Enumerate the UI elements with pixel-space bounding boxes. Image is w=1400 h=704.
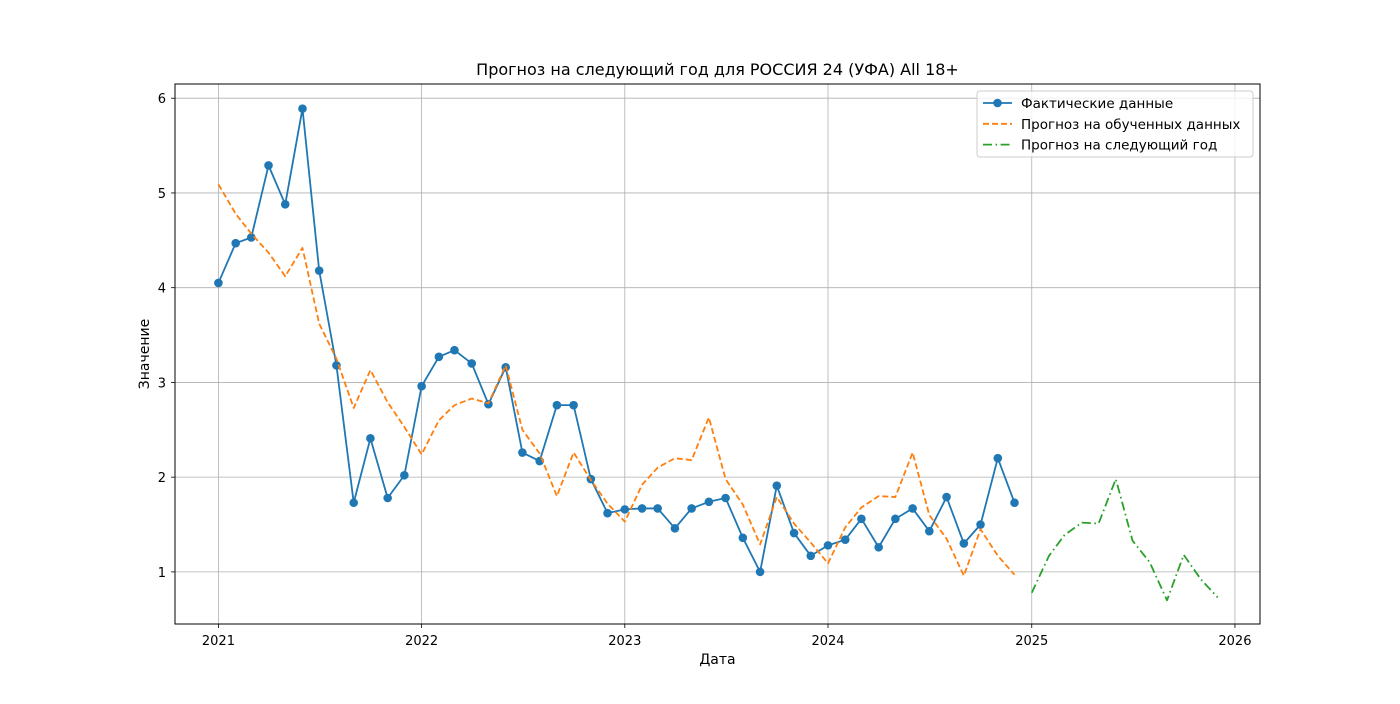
y-tick-label: 1 — [158, 566, 166, 581]
series-line — [217, 183, 1016, 577]
data-point — [246, 233, 256, 242]
x-axis-title: Дата — [699, 652, 735, 668]
series-1 — [214, 104, 1019, 577]
data-point — [755, 567, 765, 577]
series-layer — [214, 104, 1219, 602]
data-point — [298, 104, 307, 113]
data-point — [637, 504, 647, 513]
data-point — [349, 498, 358, 508]
data-point — [450, 345, 459, 355]
series-line — [217, 107, 1016, 573]
data-point — [670, 524, 680, 533]
data-point — [857, 514, 866, 524]
plot-area — [175, 84, 1260, 624]
chart-title: Прогноз на следующий год для РОССИЯ 24 (… — [476, 60, 959, 79]
series-3 — [1030, 478, 1219, 602]
data-point — [874, 542, 883, 552]
legend-label: Прогноз на следующий год — [1021, 138, 1217, 154]
legend-entry: Прогноз на следующий год — [983, 138, 1217, 154]
data-point — [569, 400, 578, 410]
legend: Фактические данные Прогноз на обученных д… — [976, 90, 1254, 158]
data-point — [366, 434, 375, 443]
x-tick-label: 2024 — [811, 634, 844, 649]
x-tick-label: 2023 — [608, 634, 641, 649]
data-point — [993, 453, 1003, 463]
x-tick-label: 2022 — [405, 634, 438, 649]
data-point — [314, 266, 324, 275]
legend-label: Прогноз на обученных данных — [1021, 117, 1240, 133]
data-point — [976, 520, 985, 529]
data-point — [620, 505, 630, 514]
series-2 — [217, 183, 1016, 577]
data-point — [908, 504, 917, 513]
data-point — [687, 504, 696, 513]
data-point — [467, 359, 477, 368]
legend-label: Фактические данные — [1021, 96, 1173, 112]
x-tick-label: 2026 — [1218, 634, 1251, 649]
legend-entry: Фактические данные — [983, 96, 1173, 112]
y-tick-label: 5 — [158, 187, 166, 202]
y-axis-ticks: 1 2 3 4 5 6 — [158, 92, 175, 581]
data-point — [280, 200, 290, 209]
data-point — [789, 528, 799, 538]
data-point — [400, 470, 409, 480]
data-point — [434, 352, 444, 362]
data-point — [823, 541, 833, 550]
plot-frame — [174, 83, 1261, 625]
x-axis-ticks: 2021 2022 2023 2024 2025 2026 — [202, 624, 1251, 649]
data-point — [653, 504, 662, 513]
x-tick-label: 2021 — [202, 634, 235, 649]
data-point — [383, 493, 392, 503]
data-point — [806, 551, 816, 561]
legend-box — [976, 90, 1254, 158]
data-point — [772, 481, 782, 490]
y-tick-label: 4 — [158, 282, 166, 297]
y-tick-label: 3 — [158, 376, 166, 391]
x-tick-label: 2025 — [1015, 634, 1048, 649]
data-point — [603, 508, 612, 518]
y-axis-title: Значение — [137, 319, 153, 389]
data-point — [1010, 498, 1019, 508]
y-tick-label: 6 — [158, 92, 166, 107]
data-point — [214, 278, 223, 288]
data-point — [891, 514, 900, 524]
legend-entry: Прогноз на обученных данных — [983, 117, 1240, 133]
data-point — [942, 492, 951, 502]
data-point — [704, 497, 714, 507]
legend-items: Фактические данные Прогноз на обученных д… — [983, 96, 1240, 154]
data-point — [840, 535, 850, 544]
data-point — [231, 238, 240, 248]
data-point — [264, 161, 273, 170]
data-point — [721, 493, 730, 503]
series-line — [1030, 478, 1219, 602]
grid — [175, 84, 1260, 624]
data-point — [959, 539, 969, 548]
data-point — [738, 533, 748, 543]
data-point — [417, 381, 426, 391]
legend-marker — [993, 98, 1002, 108]
data-point — [552, 400, 562, 410]
y-tick-label: 2 — [158, 471, 166, 486]
data-point — [925, 526, 934, 536]
data-point — [518, 448, 527, 457]
